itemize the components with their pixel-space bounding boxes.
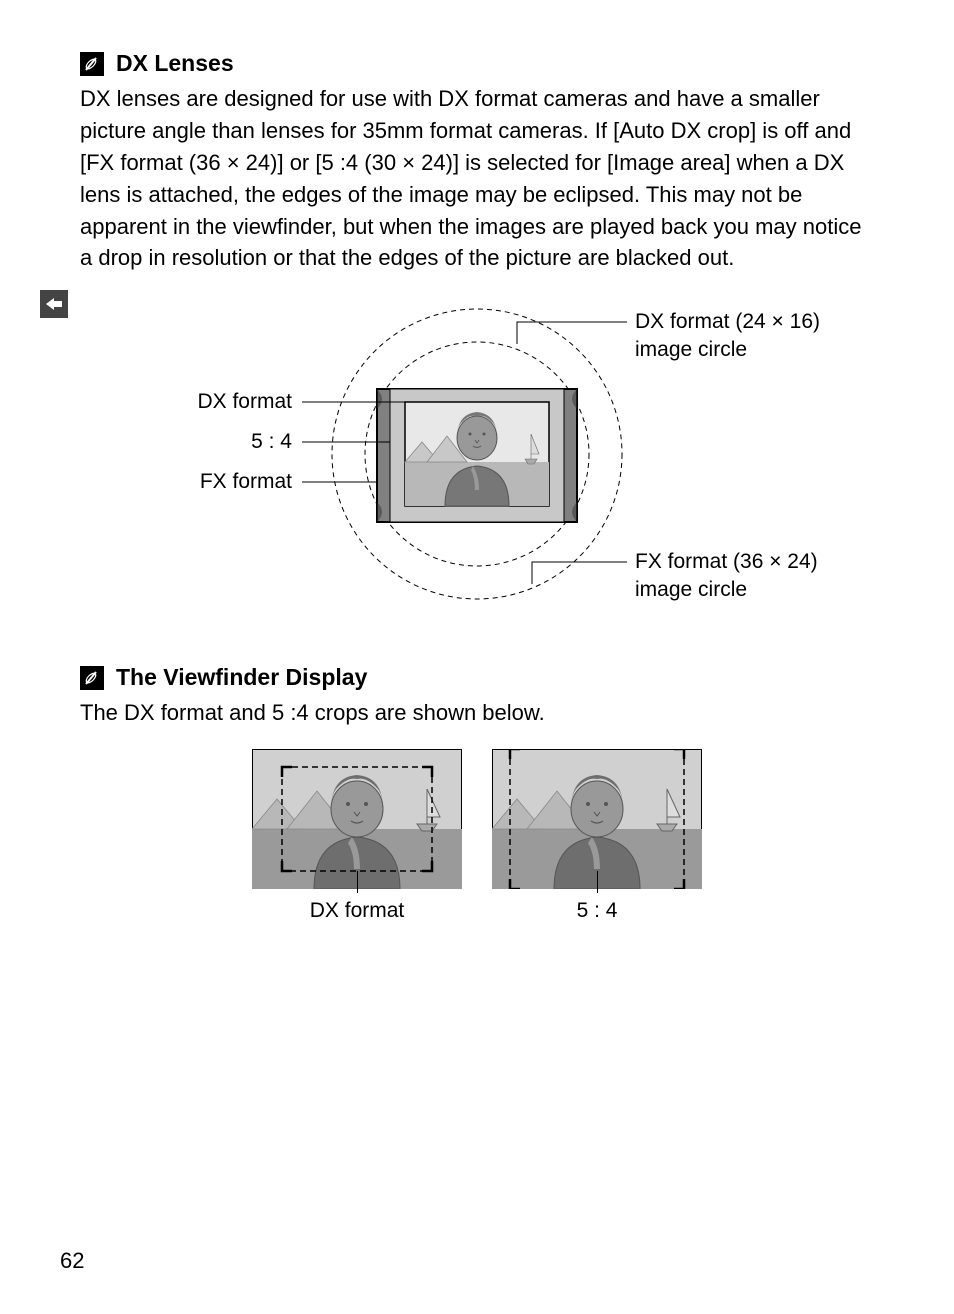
section-1-header: DX Lenses xyxy=(80,50,874,77)
label-dx-circle: DX format (24 × 16) image circle xyxy=(635,308,855,363)
note-icon xyxy=(80,52,104,76)
thumb-dx xyxy=(252,749,462,889)
section-2-title: The Viewfinder Display xyxy=(116,664,367,691)
viewfinder-thumbnails: DX format xyxy=(80,749,874,923)
label-fx-format: FX format xyxy=(172,470,292,494)
label-fx-circle: FX format (36 × 24) image circle xyxy=(635,548,855,603)
section-1-body: DX lenses are designed for use with DX f… xyxy=(80,83,874,274)
thumb-5-4 xyxy=(492,749,702,889)
page-number: 62 xyxy=(60,1248,84,1274)
thumb-dx-label: DX format xyxy=(310,899,405,923)
section-2-body: The DX format and 5 :4 crops are shown b… xyxy=(80,697,874,729)
section-1-title: DX Lenses xyxy=(116,50,234,77)
section-2-header: The Viewfinder Display xyxy=(80,664,874,691)
side-tab-icon xyxy=(40,290,68,318)
label-5-4: 5 : 4 xyxy=(172,430,292,454)
image-circle-diagram: DX format 5 : 4 FX format DX format (24 … xyxy=(87,294,867,634)
thumb-5-4-label: 5 : 4 xyxy=(577,899,618,923)
label-dx-format: DX format xyxy=(172,390,292,414)
note-icon xyxy=(80,666,104,690)
